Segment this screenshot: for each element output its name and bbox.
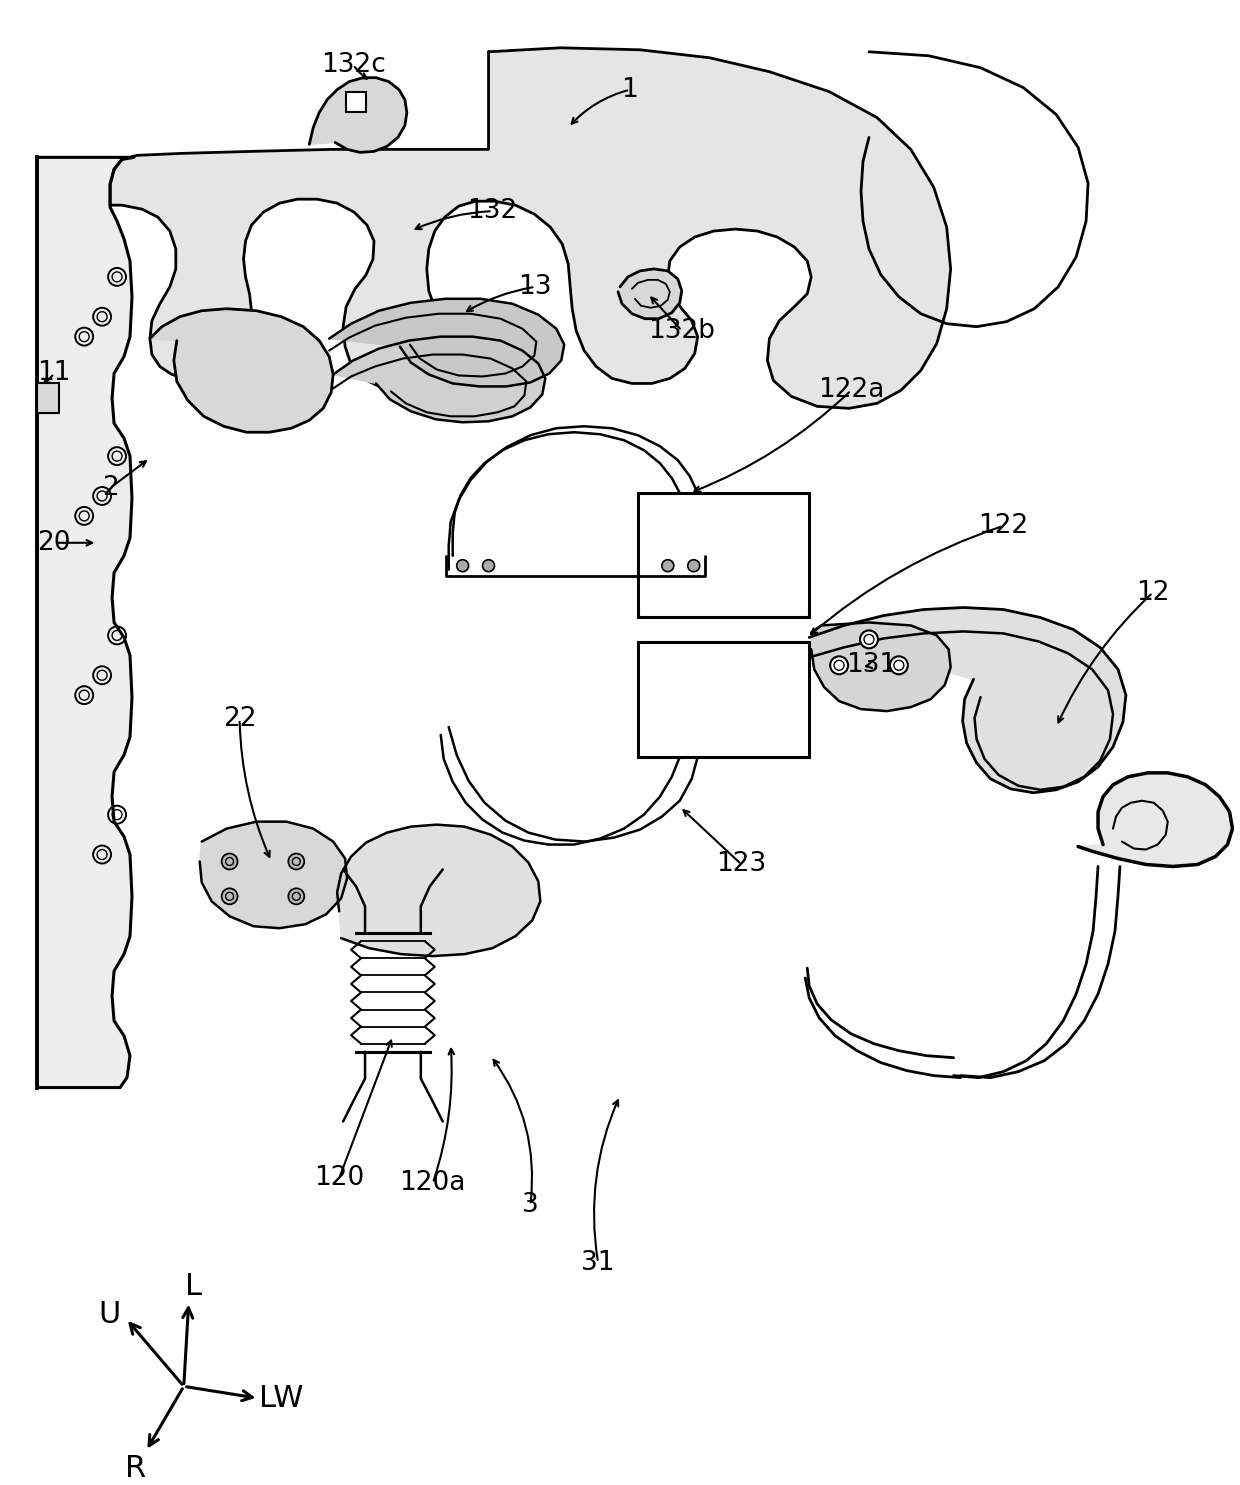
Polygon shape [329, 298, 564, 386]
Circle shape [861, 631, 878, 649]
Circle shape [688, 560, 699, 572]
Text: 120a: 120a [399, 1170, 466, 1197]
Polygon shape [150, 309, 334, 432]
Text: R: R [125, 1454, 146, 1482]
Polygon shape [110, 48, 951, 408]
Circle shape [890, 656, 908, 674]
Text: 31: 31 [582, 1250, 615, 1276]
Polygon shape [811, 622, 951, 711]
Bar [37, 383, 60, 413]
Text: L: L [185, 1273, 202, 1301]
Polygon shape [810, 607, 1126, 793]
Text: 132b: 132b [649, 318, 715, 343]
Text: 20: 20 [37, 530, 71, 555]
Circle shape [830, 656, 848, 674]
Text: 22: 22 [223, 705, 257, 732]
Polygon shape [1078, 772, 1233, 866]
Text: 13: 13 [518, 273, 552, 300]
Text: 120: 120 [314, 1166, 365, 1191]
Polygon shape [200, 821, 347, 928]
Circle shape [456, 560, 469, 572]
Text: 122a: 122a [818, 377, 884, 404]
Text: 2: 2 [102, 475, 119, 500]
Polygon shape [309, 77, 407, 153]
Text: U: U [98, 1301, 120, 1329]
Bar [637, 643, 810, 757]
Text: 123: 123 [717, 851, 766, 878]
Text: 122: 122 [978, 512, 1028, 539]
Polygon shape [618, 269, 682, 319]
Circle shape [662, 560, 673, 572]
Text: 132c: 132c [321, 52, 386, 77]
Circle shape [482, 560, 495, 572]
Text: LW: LW [259, 1384, 304, 1412]
Text: 131: 131 [846, 652, 897, 679]
Text: 3: 3 [522, 1192, 538, 1218]
Bar [637, 493, 810, 618]
Circle shape [222, 854, 238, 869]
Polygon shape [337, 824, 541, 956]
Text: 11: 11 [37, 361, 71, 386]
Text: 12: 12 [1136, 579, 1169, 606]
Polygon shape [334, 337, 546, 422]
Circle shape [222, 888, 238, 904]
Text: 1: 1 [621, 77, 639, 102]
Circle shape [289, 854, 304, 869]
Text: 132: 132 [467, 198, 517, 224]
Bar [346, 92, 366, 111]
Polygon shape [37, 157, 134, 1087]
Circle shape [289, 888, 304, 904]
